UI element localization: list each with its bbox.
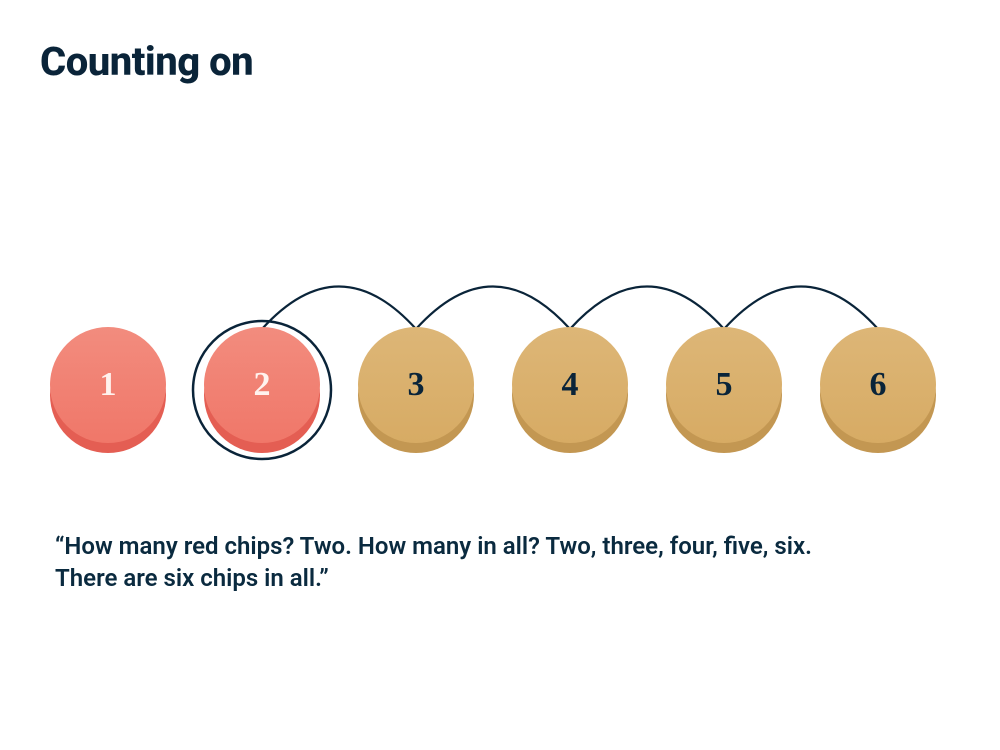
chips-diagram: 1 2 3 4 5 6 — [0, 0, 1000, 520]
count-arc — [724, 287, 878, 330]
page: Counting on 123456 “How many red chips? … — [0, 0, 1000, 750]
chip-6: 6 — [820, 327, 936, 453]
chip-label: 4 — [562, 366, 579, 403]
chip-2: 2 — [193, 321, 331, 459]
count-arc — [570, 287, 724, 330]
chip-5: 5 — [666, 327, 782, 453]
chip-label: 3 — [408, 366, 425, 403]
chip-label: 2 — [254, 366, 271, 403]
chip-label: 1 — [100, 366, 117, 403]
chip-3: 3 — [358, 327, 474, 453]
chip-label: 6 — [870, 366, 887, 403]
caption-text: “How many red chips? Two. How many in al… — [55, 530, 955, 595]
chip-4: 4 — [512, 327, 628, 453]
count-arc — [262, 287, 416, 330]
chip-1: 1 — [50, 327, 166, 453]
chip-label: 5 — [716, 366, 733, 403]
count-arc — [416, 287, 570, 330]
